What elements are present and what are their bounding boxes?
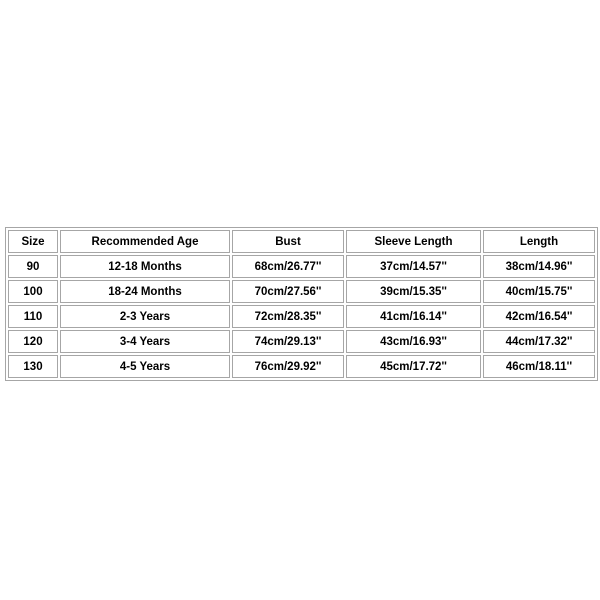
table-cell: 72cm/28.35'' — [232, 305, 344, 328]
table-cell: 110 — [8, 305, 58, 328]
table-row: 110 2-3 Years 72cm/28.35'' 41cm/16.14'' 42cm… — [8, 305, 595, 328]
table-row: 90 12-18 Months 68cm/26.77'' 37cm/14.57'' 38… — [8, 255, 595, 278]
header-cell: Length — [483, 230, 595, 253]
table-cell: 42cm/16.54'' — [483, 305, 595, 328]
size-chart-table: Size Recommended Age Bust Sleeve Length Leng… — [5, 227, 598, 381]
table-cell: 43cm/16.93'' — [346, 330, 481, 353]
table-cell: 40cm/15.75'' — [483, 280, 595, 303]
header-cell: Size — [8, 230, 58, 253]
size-chart-header-row: Size Recommended Age Bust Sleeve Length Leng… — [8, 230, 595, 253]
table-cell: 45cm/17.72'' — [346, 355, 481, 378]
table-cell: 3-4 Years — [60, 330, 230, 353]
header-cell: Sleeve Length — [346, 230, 481, 253]
table-cell: 120 — [8, 330, 58, 353]
table-row: 120 3-4 Years 74cm/29.13'' 43cm/16.93'' 44cm… — [8, 330, 595, 353]
header-cell: Recommended Age — [60, 230, 230, 253]
size-chart-body: 90 12-18 Months 68cm/26.77'' 37cm/14.57'' 38… — [8, 255, 595, 378]
table-cell: 68cm/26.77'' — [232, 255, 344, 278]
table-cell: 70cm/27.56'' — [232, 280, 344, 303]
header-cell: Bust — [232, 230, 344, 253]
table-cell: 100 — [8, 280, 58, 303]
table-cell: 39cm/15.35'' — [346, 280, 481, 303]
table-cell: 12-18 Months — [60, 255, 230, 278]
table-cell: 46cm/18.11'' — [483, 355, 595, 378]
table-cell: 37cm/14.57'' — [346, 255, 481, 278]
table-row: 100 18-24 Months 70cm/27.56'' 39cm/15.35'' 4… — [8, 280, 595, 303]
table-cell: 76cm/29.92'' — [232, 355, 344, 378]
table-cell: 2-3 Years — [60, 305, 230, 328]
table-cell: 41cm/16.14'' — [346, 305, 481, 328]
table-cell: 90 — [8, 255, 58, 278]
table-row: Size Recommended Age Bust Sleeve Length Leng… — [8, 230, 595, 253]
table-cell: 38cm/14.96'' — [483, 255, 595, 278]
table-cell: 130 — [8, 355, 58, 378]
table-row: 130 4-5 Years 76cm/29.92'' 45cm/17.72'' 46cm… — [8, 355, 595, 378]
table-cell: 18-24 Months — [60, 280, 230, 303]
table-cell: 74cm/29.13'' — [232, 330, 344, 353]
table-cell: 44cm/17.32'' — [483, 330, 595, 353]
table-cell: 4-5 Years — [60, 355, 230, 378]
